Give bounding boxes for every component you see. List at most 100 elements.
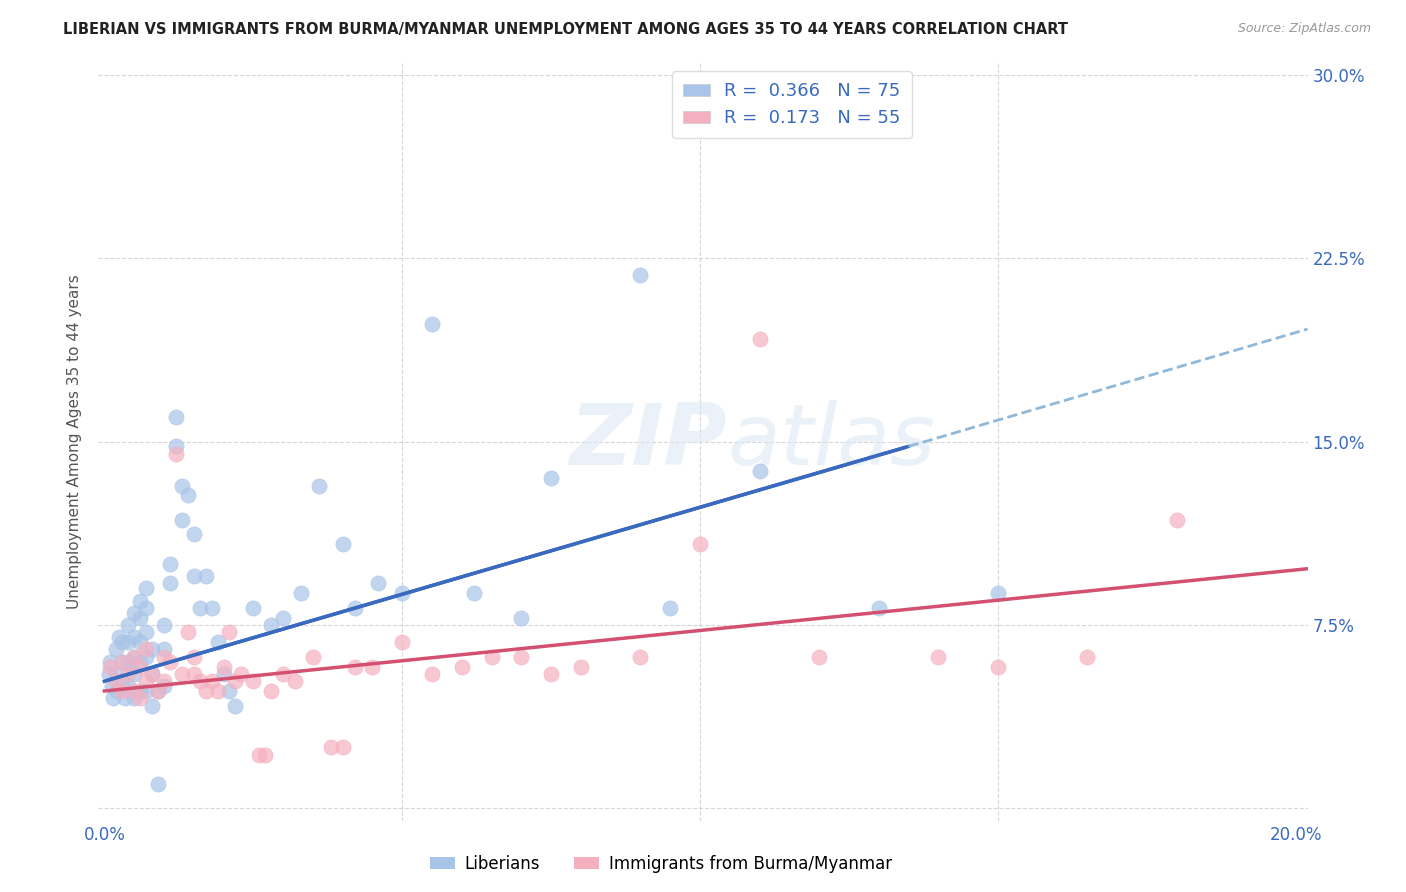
Point: [135, 582, 157, 596]
Point: [207, 635, 229, 649]
Point: [177, 625, 200, 640]
Point: [689, 537, 711, 551]
Point: [170, 478, 193, 492]
Point: [114, 691, 136, 706]
Point: [159, 576, 181, 591]
Point: [242, 674, 264, 689]
Point: [165, 439, 187, 453]
Point: [481, 649, 503, 664]
Point: [108, 630, 131, 644]
Point: [212, 666, 235, 681]
Point: [135, 684, 157, 698]
Point: [153, 649, 176, 664]
Point: [391, 586, 413, 600]
Point: [98, 659, 121, 673]
Point: [141, 642, 163, 657]
Point: [135, 649, 157, 664]
Point: [141, 666, 163, 681]
Point: [247, 747, 270, 762]
Point: [105, 666, 128, 681]
Point: [146, 684, 169, 698]
Point: [212, 659, 235, 673]
Point: [188, 600, 211, 615]
Point: [135, 674, 157, 689]
Point: [122, 630, 145, 644]
Point: [103, 691, 125, 706]
Point: [242, 600, 264, 615]
Point: [630, 649, 652, 664]
Point: [361, 659, 384, 673]
Point: [218, 684, 240, 698]
Point: [111, 684, 134, 698]
Point: [231, 666, 253, 681]
Point: [1166, 513, 1188, 527]
Point: [122, 649, 145, 664]
Point: [129, 610, 152, 624]
Text: atlas: atlas: [727, 400, 935, 483]
Point: [302, 649, 325, 664]
Point: [748, 464, 770, 478]
Point: [308, 478, 330, 492]
Point: [122, 606, 145, 620]
Point: [111, 655, 134, 669]
Point: [129, 684, 152, 698]
Point: [284, 674, 307, 689]
Point: [165, 410, 187, 425]
Point: [808, 649, 831, 664]
Point: [153, 642, 176, 657]
Point: [194, 684, 217, 698]
Point: [630, 268, 652, 283]
Point: [135, 600, 157, 615]
Point: [107, 684, 129, 698]
Point: [987, 586, 1010, 600]
Point: [343, 659, 366, 673]
Point: [927, 649, 949, 664]
Point: [129, 659, 152, 673]
Text: LIBERIAN VS IMMIGRANTS FROM BURMA/MYANMAR UNEMPLOYMENT AMONG AGES 35 TO 44 YEARS: LIBERIAN VS IMMIGRANTS FROM BURMA/MYANMA…: [63, 22, 1069, 37]
Point: [332, 537, 354, 551]
Point: [1076, 649, 1098, 664]
Point: [218, 625, 240, 640]
Point: [290, 586, 312, 600]
Point: [129, 691, 152, 706]
Point: [868, 600, 890, 615]
Legend: Liberians, Immigrants from Burma/Myanmar: Liberians, Immigrants from Burma/Myanmar: [423, 848, 898, 880]
Point: [254, 747, 277, 762]
Point: [200, 600, 222, 615]
Point: [183, 666, 205, 681]
Point: [159, 557, 181, 571]
Point: [170, 513, 193, 527]
Point: [194, 569, 217, 583]
Point: [987, 659, 1010, 673]
Point: [135, 625, 157, 640]
Point: [111, 635, 134, 649]
Point: [332, 740, 354, 755]
Point: [153, 674, 176, 689]
Point: [188, 674, 211, 689]
Point: [122, 649, 145, 664]
Point: [117, 618, 139, 632]
Point: [129, 635, 152, 649]
Point: [260, 618, 283, 632]
Point: [200, 674, 222, 689]
Point: [569, 659, 592, 673]
Point: [224, 698, 246, 713]
Point: [207, 684, 229, 698]
Point: [122, 691, 145, 706]
Point: [153, 618, 176, 632]
Point: [105, 642, 128, 657]
Point: [98, 655, 121, 669]
Point: [146, 684, 169, 698]
Point: [141, 698, 163, 713]
Point: [420, 317, 443, 331]
Point: [129, 593, 152, 607]
Point: [122, 666, 145, 681]
Point: [450, 659, 472, 673]
Point: [271, 610, 294, 624]
Text: ZIP: ZIP: [569, 400, 727, 483]
Point: [105, 674, 128, 689]
Point: [319, 740, 342, 755]
Point: [510, 610, 533, 624]
Point: [170, 666, 193, 681]
Point: [260, 684, 283, 698]
